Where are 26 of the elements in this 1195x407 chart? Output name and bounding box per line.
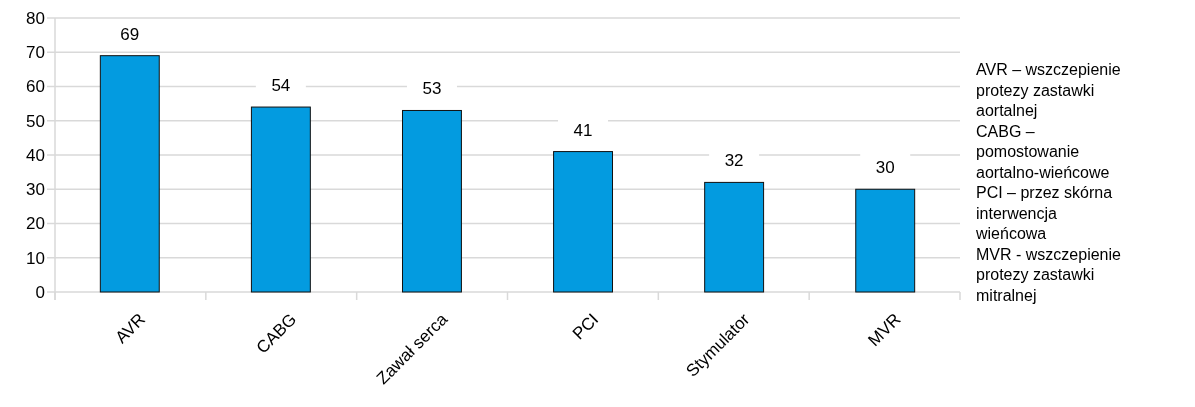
bar: [402, 109, 462, 293]
data-label: 53: [422, 79, 442, 99]
y-tick-label: 30: [26, 180, 45, 200]
y-tick-label: 20: [26, 214, 45, 234]
text: CABG – pomostowanie aortalno-wieńcowe: [976, 121, 1111, 183]
bar: [553, 151, 613, 293]
text: MVR - wszczepienie protezy zastawki mitralnej: [976, 244, 1122, 306]
y-tick-label: 10: [26, 248, 45, 268]
y-tick-label: 60: [26, 77, 45, 97]
data-label: 54: [271, 76, 291, 95]
bar: [855, 188, 916, 293]
data-label: 69: [120, 24, 140, 44]
y-tick-label: 80: [26, 8, 45, 28]
y-tick-label: 70: [26, 43, 45, 63]
y-tick-label: 0: [35, 282, 45, 302]
text: PCI – przez skórna interwencja wieńcowa: [976, 183, 1114, 244]
data-label: 30: [875, 158, 895, 178]
data-label: 32: [724, 151, 744, 171]
bar: [250, 106, 311, 293]
x-tick-label: PCI: [568, 309, 603, 344]
y-tick-label: 40: [26, 145, 45, 165]
bar: [704, 181, 765, 293]
text: AVR – wszczepienie protezy zastawki aortalnej: [976, 60, 1122, 121]
y-tick-label: 50: [26, 111, 45, 131]
data-label: 41: [573, 120, 593, 140]
bar: [99, 55, 160, 293]
